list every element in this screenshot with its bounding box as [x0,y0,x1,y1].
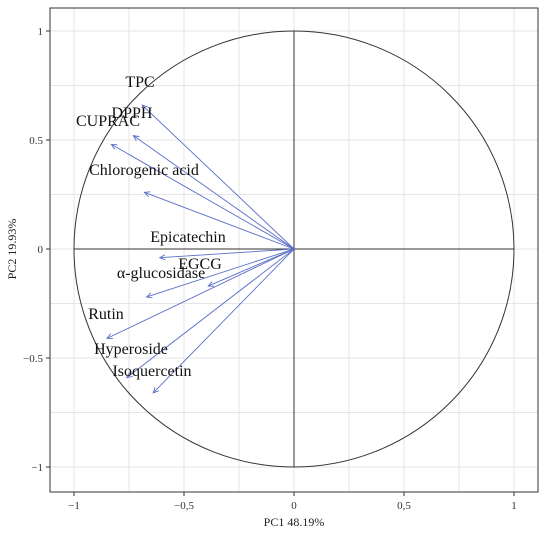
arrow-tpc [141,104,295,250]
variable-label: Chlorogenic acid [89,162,199,179]
arrow-isoquercetin [152,248,295,394]
variable-label: TPC [125,74,154,91]
x-tick-label: 0,5 [397,500,411,512]
variable-label: EGCG [178,256,222,273]
x-tick-label: 1 [511,500,517,512]
y-tick-label: −1 [31,462,43,474]
arrowhead [207,281,215,287]
loading-arrows [106,104,295,394]
variable-label: CUPRAC [76,113,140,130]
arrowhead [158,254,166,261]
arrow-chlorogenic-acid [144,191,295,250]
variable-label: Isoquercetin [112,363,191,380]
variable-label: Epicatechin [150,229,226,246]
y-tick-label: −0.5 [23,353,43,365]
variable-label: Hyperoside [94,341,168,358]
correlation-circle [73,30,515,468]
arrowhead [125,372,133,379]
arrow-dpph [133,135,295,250]
variable-label: α-glucosidase [117,265,205,282]
arrowhead [110,143,118,150]
variable-label: Rutin [88,306,124,323]
arrow-egcg [208,248,295,287]
arrow-rutin [106,248,295,339]
y-tick-label: 0.5 [29,135,43,147]
arrow--glucosidase [146,248,295,298]
arrowhead [143,191,151,197]
variable-label: DPPH [112,105,153,122]
arrow-hyperoside [126,248,295,378]
arrow-cuprac [111,143,295,250]
x-tick-label: −0,5 [174,500,194,512]
y-tick-label: 1 [38,26,44,38]
arrowhead [141,104,149,111]
arrowhead [132,135,140,142]
y-tick-label: 0 [38,244,44,256]
axis-ticks: −1 −0,5 0 0,5 1 −1 −0.5 0 0.5 1 [23,26,517,512]
arrow-epicatechin [159,248,295,259]
arrowhead [145,292,153,299]
y-axis-title: PC2 19.93% [5,219,19,280]
arrowhead [106,333,114,339]
arrowhead [152,387,159,394]
x-axis-title: PC1 48.19% [264,515,325,529]
x-tick-label: −1 [68,500,80,512]
x-tick-label: 0 [291,500,297,512]
